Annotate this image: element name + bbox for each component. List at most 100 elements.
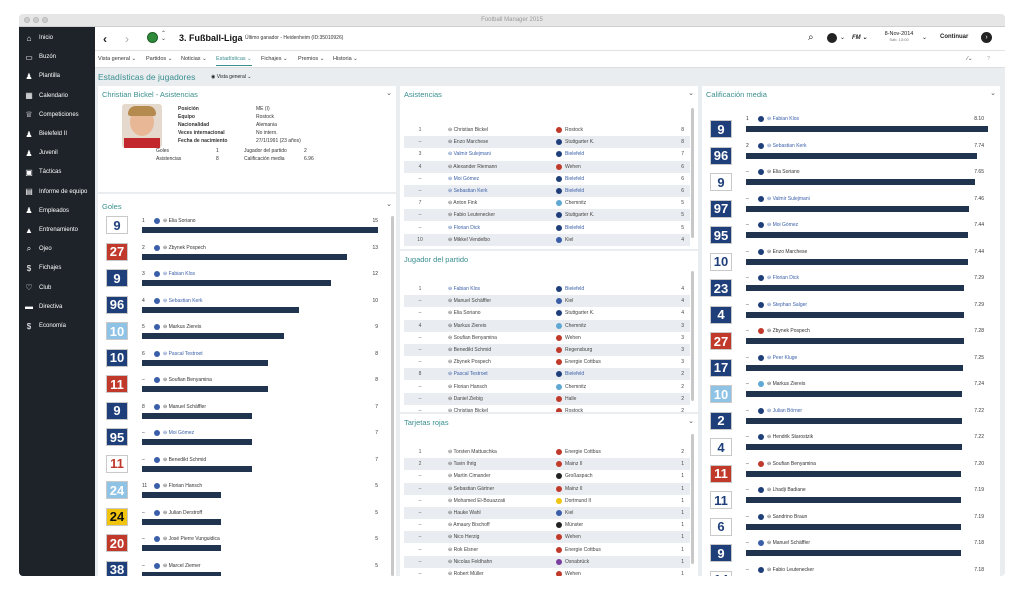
player-name[interactable]: ⊖ Tavin Ihrig (448, 461, 477, 468)
player-name[interactable]: ⊖ Valmir Sulejmani (758, 195, 810, 202)
table-row[interactable]: –⊖ Marvin WeissStuttgart II4 (404, 246, 690, 249)
minimize-window-button[interactable] (33, 17, 39, 23)
continue-arrow-icon[interactable]: › (981, 32, 992, 43)
player-name[interactable]: ⊖ José Pierre Vunguidica (154, 536, 220, 542)
player-name[interactable]: ⊖ Soufian Benyamina (758, 460, 816, 467)
table-row[interactable]: – ⊖ Mohamed El-Bouazzati Dortmund II 1 (404, 495, 690, 507)
table-row[interactable]: – ⊖ Martin Cimander Großaspach 1 (404, 470, 690, 482)
view-selector[interactable]: ◉ Vista general ⌄ (211, 74, 252, 80)
club-name[interactable]: Wehen (556, 534, 581, 541)
back-icon[interactable]: ‹ (103, 32, 107, 46)
player-name[interactable]: ⊖ Fabian Klos (448, 286, 480, 292)
player-name[interactable]: ⊖ Soufian Benyamina (154, 377, 212, 383)
table-row[interactable]: 2 ⊖ Tavin Ihrig Mainz II 1 (404, 458, 690, 471)
subnav-tab[interactable]: Estadísticas ⌄ (216, 56, 252, 66)
club-name[interactable]: Dortmund II (556, 497, 591, 504)
subnav-tab[interactable]: Partidos ⌄ (146, 56, 173, 62)
table-row[interactable]: – ⊖ Florian Hansch Chemnitz 2 (404, 381, 690, 393)
date-display[interactable]: 8-Nov-2014 Sab. 13:00 (879, 31, 919, 42)
sidebar-item[interactable]: $ Economía (19, 317, 95, 335)
table-row[interactable]: – ⊖ Manuel Schäffler Kiel 4 (404, 295, 690, 308)
sidebar-item[interactable]: ♟ Juvenil (19, 144, 95, 162)
player-name[interactable]: ⊖ Manuel Schäffler (448, 298, 492, 305)
sidebar-item[interactable]: ▲ Entrenamiento (19, 221, 95, 239)
player-name[interactable]: ⊖ Pascal Testroet (154, 350, 203, 357)
club-name[interactable]: Stuttgarter K. (556, 310, 594, 317)
player-name[interactable]: ⊖ Amaury Bischoff (448, 522, 490, 529)
player-name[interactable]: ⊖ Fabio Leutenecker (758, 566, 814, 573)
player-name[interactable]: ⊖ Soufian Benyamina (448, 334, 497, 341)
table-row[interactable]: – ⊖ Sebastian Gärtner Mainz II 1 (404, 482, 690, 495)
subnav-tab[interactable]: Historia ⌄ (333, 56, 358, 62)
sidebar-item[interactable]: ▦ Calendario (19, 87, 95, 105)
player-name[interactable]: ⊖ Christian Bickel (448, 127, 489, 133)
club-name[interactable]: Stuttgarter K. (556, 139, 594, 146)
table-row[interactable]: – ⊖ Hauke Wahl Kiel 1 (404, 507, 690, 519)
club-name[interactable]: Energie Cottbus (556, 546, 601, 553)
player-name[interactable]: ⊖ Anton Fink (448, 200, 478, 207)
player-name[interactable]: ⊖ Elia Soriano (154, 218, 196, 224)
club-name[interactable]: Bielefeld (556, 175, 584, 182)
club-name[interactable]: Kiel (556, 510, 573, 516)
club-name[interactable]: Kiel (556, 298, 573, 305)
help-icon[interactable]: ? (987, 56, 991, 62)
player-name[interactable]: ⊖ Florian Dick (448, 224, 480, 231)
club-name[interactable]: Rostock (556, 408, 583, 412)
player-name[interactable]: ⊖ Florian Dick (758, 275, 799, 281)
club-name[interactable]: Münster (556, 522, 583, 529)
player-name[interactable]: ⊖ Lhadji Badiane (758, 487, 806, 493)
scrollbar[interactable] (391, 216, 394, 576)
sidebar-item[interactable]: ▤ Informe de equipo (19, 183, 95, 201)
chevron-down-icon[interactable]: ⌄ (386, 201, 392, 208)
subnav-tab[interactable]: Noticias ⌄ (181, 56, 207, 62)
club-name[interactable]: Energie Cottbus (556, 449, 601, 455)
player-name[interactable]: ⊖ Marcel Ziemer (154, 562, 201, 569)
player-name[interactable]: ⊖ Daniel Ziebig (448, 395, 483, 402)
player-name[interactable]: ⊖ Stephan Salger (758, 301, 807, 308)
chevron-down-icon[interactable]: ⌄ (386, 90, 392, 97)
chevron-down-icon[interactable]: ⌄ (688, 418, 694, 425)
club-name[interactable]: Rostock (556, 127, 583, 133)
switch-competition-icon[interactable]: ⌃ ⌄ (161, 31, 167, 42)
player-name[interactable]: ⊖ Benedikt Schmid (154, 456, 206, 463)
player-name[interactable]: ⊖ Benedikt Schmid (448, 347, 492, 353)
player-name[interactable]: ⊖ Sebastian Kerk (448, 188, 488, 194)
table-row[interactable]: – ⊖ Soufian Benyamina Wehen 3 (404, 332, 690, 344)
table-row[interactable]: 4 ⊖ Alexander Riemann Wehen 6 (404, 160, 690, 173)
subnav-tab[interactable]: Premios ⌄ (298, 56, 325, 62)
player-name[interactable]: ⊖ Zbynek Pospech (758, 328, 810, 334)
player-name[interactable]: ⊖ Julian Börner (758, 407, 802, 414)
player-name[interactable]: ⊖ Markus Ziereis (758, 381, 805, 387)
player-name[interactable]: ⊖ Fabian Klos (758, 116, 799, 122)
table-row[interactable]: 1 ⊖ Fabian Klos Bielefeld 4 (404, 283, 690, 295)
player-name[interactable]: ⊖ Florian Hansch (154, 483, 202, 489)
player-name[interactable]: ⊖ Nicolas Feldhahn (448, 558, 493, 565)
player-name[interactable]: ⊖ Robert Müller (448, 571, 484, 576)
table-row[interactable]: – ⊖ Enzo Marchese Stuttgarter K. 8 (404, 136, 690, 149)
player-name[interactable]: ⊖ Enzo Marchese (758, 248, 807, 255)
club-name[interactable]: Wehen (556, 571, 581, 576)
close-window-button[interactable] (24, 17, 30, 23)
fm-menu-button[interactable]: FM ⌄ (852, 35, 868, 41)
subnav-tab[interactable]: Fichajes ⌄ (261, 56, 288, 62)
table-row[interactable]: 1 ⊖ Torsten Mattuschka Energie Cottbus 2 (404, 446, 690, 458)
player-name[interactable]: ⊖ Martin Cimander (448, 473, 491, 480)
compare-icon[interactable]: ⁄⌄ (967, 56, 973, 62)
table-row[interactable]: 8 ⊖ Pascal Testroet Bielefeld 2 (404, 368, 690, 381)
player-name[interactable]: ⊖ Sebastian Gärtner (448, 485, 495, 492)
player-name[interactable]: ⊖ Moi Gómez (154, 430, 194, 436)
player-name[interactable]: ⊖ Christian Bickel (448, 408, 489, 412)
club-name[interactable]: Kiel (556, 236, 573, 243)
sidebar-item[interactable]: ♟ Empleados (19, 202, 95, 220)
club-name[interactable]: Chemnitz (556, 383, 586, 390)
player-name[interactable]: ⊖ Florian Hansch (448, 383, 488, 390)
club-name[interactable]: Großaspach (556, 473, 593, 480)
table-row[interactable]: 7 ⊖ Anton Fink Chemnitz 5 (404, 197, 690, 209)
table-row[interactable]: – ⊖ Fabio Leutenecker Stuttgarter K. 5 (404, 209, 690, 222)
table-row[interactable]: – ⊖ Nicolas Feldhahn Osnabrück 1 (404, 555, 690, 568)
sidebar-item[interactable]: ▭ Buzón (19, 48, 95, 66)
table-row[interactable]: – ⊖ Sebastian Kerk Bielefeld 6 (404, 185, 690, 197)
club-name[interactable]: Energie Cottbus (556, 359, 601, 366)
table-row[interactable]: – ⊖ Christian Bickel Rostock 2 (404, 405, 690, 412)
club-name[interactable]: Wehen (556, 334, 581, 341)
